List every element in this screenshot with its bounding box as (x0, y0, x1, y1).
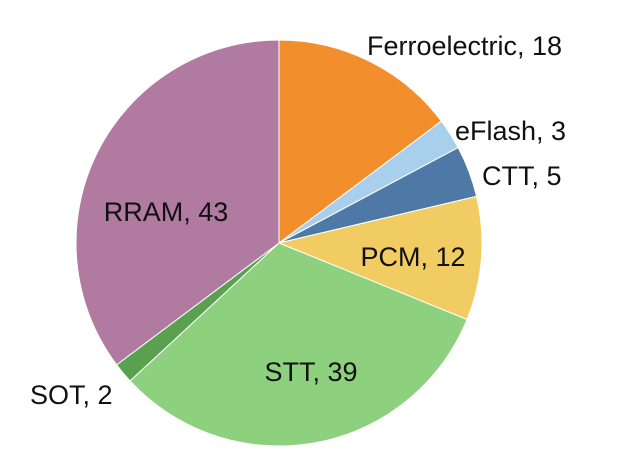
pie-slice-ferroelectric (278, 39, 443, 245)
slice-label-pcm: PCM, 12 (360, 242, 465, 272)
pie-slice-stt (129, 242, 468, 447)
slice-label-ctt: CTT, 5 (482, 161, 562, 191)
slice-label-rram: RRAM, 43 (104, 197, 229, 227)
slice-label-eflash: eFlash, 3 (455, 116, 566, 146)
slice-label-stt: STT, 39 (264, 357, 357, 387)
pie-slice-pcm (277, 195, 483, 321)
pie-slice-rram (75, 39, 280, 366)
slice-label-sot: SOT, 2 (30, 380, 113, 410)
slice-label-ferroelectric: Ferroelectric, 18 (367, 31, 562, 61)
labels-layer: Ferroelectric, 18 eFlash, 3 CTT, 5 PCM, 12 S… (30, 31, 566, 410)
slices-layer (75, 39, 483, 447)
